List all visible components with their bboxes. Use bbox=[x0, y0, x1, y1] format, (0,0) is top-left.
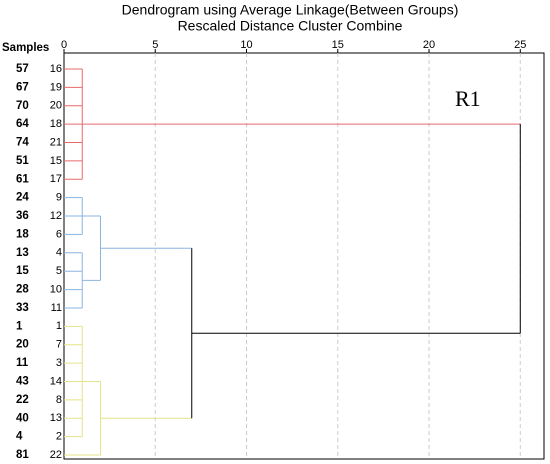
x-tick-label: 5 bbox=[152, 39, 158, 51]
x-tick-label: 15 bbox=[332, 39, 344, 51]
sample-label: 64 bbox=[16, 118, 29, 130]
sample-label: 15 bbox=[16, 265, 29, 277]
case-label: 8 bbox=[56, 394, 62, 406]
sample-label: 28 bbox=[16, 284, 29, 296]
sample-label: 24 bbox=[16, 192, 29, 204]
chart-subtitle: Rescaled Distance Cluster Combine bbox=[178, 18, 403, 34]
case-label: 7 bbox=[56, 339, 62, 351]
sample-label: 51 bbox=[16, 155, 29, 167]
sample-label: 18 bbox=[16, 228, 29, 240]
sample-label: 61 bbox=[16, 173, 29, 185]
case-label: 1 bbox=[56, 320, 62, 332]
plot-frame bbox=[63, 52, 545, 460]
case-label: 6 bbox=[56, 228, 62, 240]
sample-label: 4 bbox=[16, 431, 23, 443]
sample-label: 1 bbox=[16, 320, 23, 332]
case-label: 21 bbox=[50, 136, 62, 148]
case-label: 13 bbox=[50, 412, 62, 424]
case-label: 15 bbox=[50, 155, 62, 167]
case-label: 5 bbox=[56, 265, 62, 277]
case-label: 10 bbox=[50, 283, 62, 295]
x-tick-label: 0 bbox=[61, 39, 67, 51]
case-label: 19 bbox=[50, 81, 62, 93]
annotation: R1 bbox=[455, 86, 481, 111]
case-label: 18 bbox=[50, 118, 62, 130]
case-label: 16 bbox=[50, 63, 62, 75]
case-label: 14 bbox=[50, 375, 62, 387]
case-label: 4 bbox=[56, 247, 62, 259]
sample-label: 57 bbox=[16, 63, 29, 75]
case-label: 22 bbox=[50, 449, 62, 461]
sample-label: 36 bbox=[16, 210, 29, 222]
sample-label: 67 bbox=[16, 81, 29, 93]
sample-label: 70 bbox=[16, 100, 29, 112]
x-tick-label: 10 bbox=[240, 39, 252, 51]
sample-label: 33 bbox=[16, 302, 29, 314]
case-label: 11 bbox=[51, 302, 62, 314]
x-tick-label: 25 bbox=[514, 39, 526, 51]
sample-label: 13 bbox=[16, 247, 29, 259]
x-tick-label: 20 bbox=[423, 39, 435, 51]
case-label: 12 bbox=[50, 210, 62, 222]
chart-title: Dendrogram using Average Linkage(Between… bbox=[122, 2, 459, 18]
case-label: 9 bbox=[56, 192, 62, 204]
sample-label: 22 bbox=[16, 394, 29, 406]
sample-label: 11 bbox=[16, 357, 29, 369]
case-label: 2 bbox=[56, 431, 62, 443]
case-label: 20 bbox=[50, 100, 62, 112]
sample-label: 20 bbox=[16, 339, 29, 351]
leaf-header: Samples bbox=[2, 42, 49, 54]
sample-label: 74 bbox=[16, 137, 29, 149]
case-label: 3 bbox=[56, 357, 62, 369]
sample-label: 43 bbox=[16, 376, 29, 388]
case-label: 17 bbox=[50, 173, 62, 185]
sample-label: 81 bbox=[16, 449, 29, 461]
sample-label: 40 bbox=[16, 412, 29, 424]
